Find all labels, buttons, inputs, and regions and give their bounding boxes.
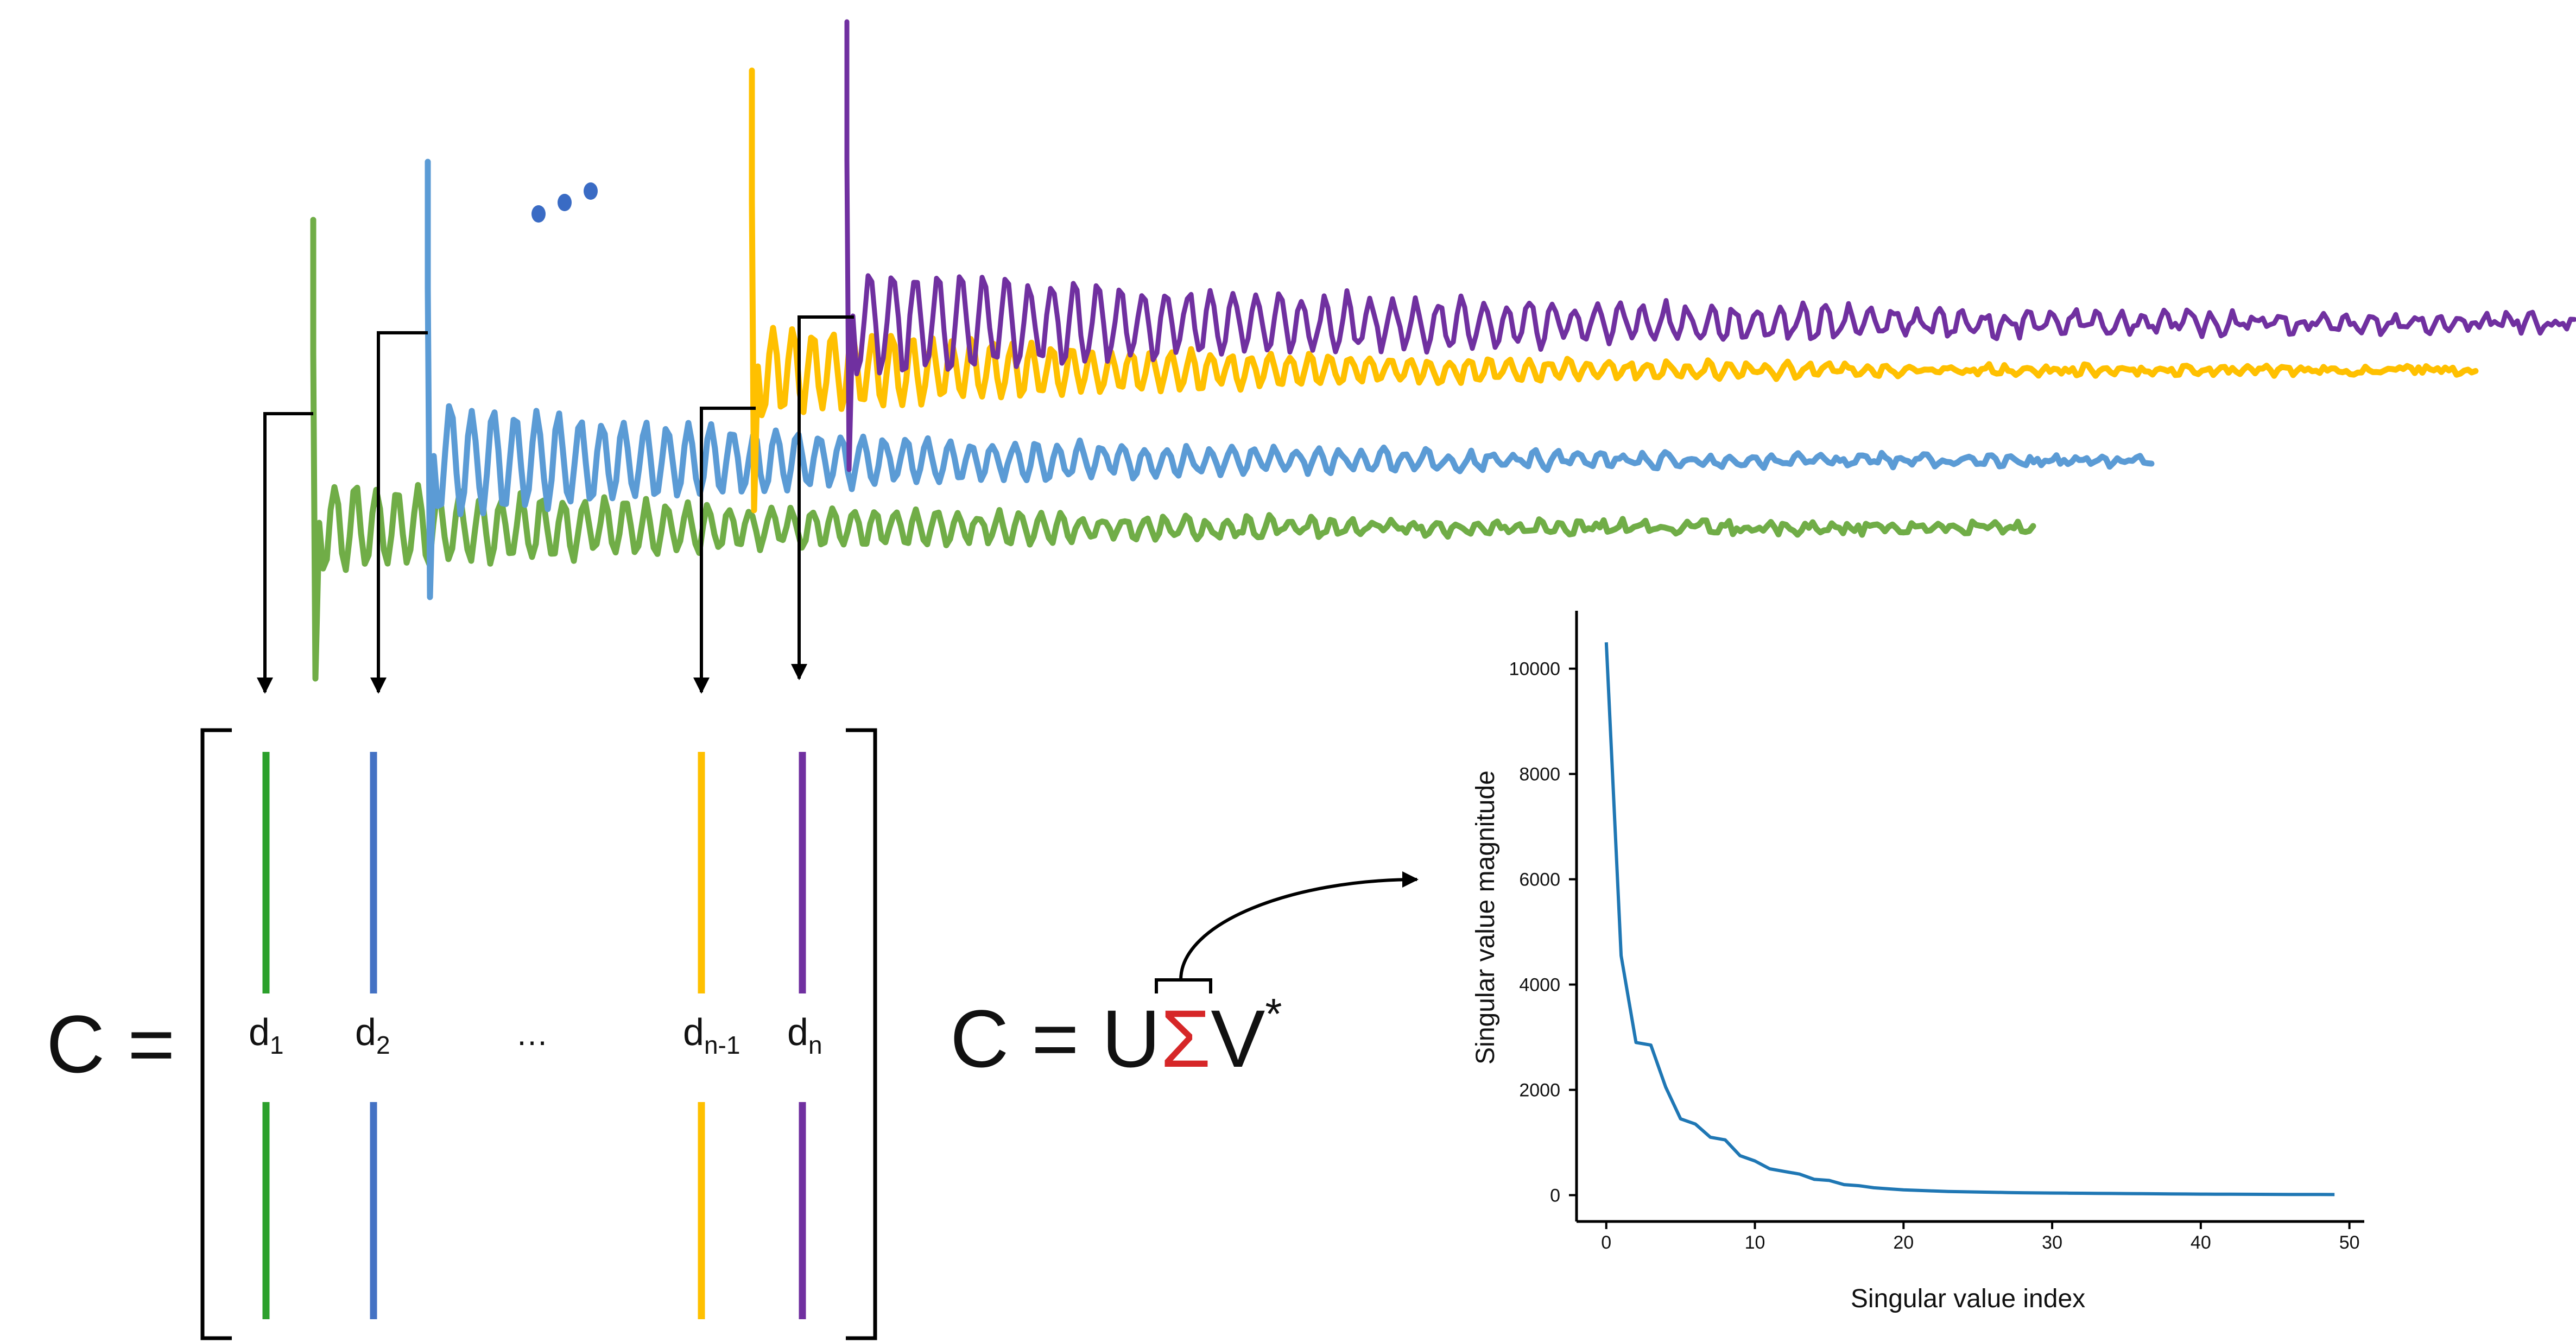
sigma-brace xyxy=(1155,978,1212,993)
trace-yellow xyxy=(749,67,2479,514)
connector-arrows xyxy=(257,315,854,694)
x-tick-group: 0 10 20 30 40 50 xyxy=(1601,1221,2360,1253)
time-series-traces xyxy=(310,19,2576,682)
column-label-dn: dn xyxy=(787,1011,822,1059)
y-tick-label: 6000 xyxy=(1519,870,1560,890)
connector-dn xyxy=(791,315,854,680)
connector-d2 xyxy=(370,331,428,694)
matrix-lhs: C = xyxy=(46,998,175,1090)
trace-purple xyxy=(844,19,2576,472)
singular-value-series-line xyxy=(1604,642,2335,1197)
matrix-left-bracket xyxy=(200,728,232,1340)
singular-value-chart: 0 10 20 30 40 50 0 2000 4000 6000 8000 10000 Singu… xyxy=(1471,611,2364,1313)
x-axis-label: Singular value index xyxy=(1851,1284,2085,1313)
trace-blue xyxy=(425,159,2155,600)
svd-prefix: C = U xyxy=(950,993,1161,1084)
y-tick-label: 4000 xyxy=(1519,975,1560,996)
svd-equation: C = UΣV* xyxy=(950,871,1419,1084)
y-tick-label: 2000 xyxy=(1519,1080,1560,1101)
y-axis-label: Singular value magnitude xyxy=(1471,770,1500,1065)
y-tick-label: 10000 xyxy=(1509,659,1560,680)
x-tick-label: 0 xyxy=(1601,1232,1611,1253)
y-tick-label: 8000 xyxy=(1519,764,1560,785)
column-label-d2: d2 xyxy=(355,1011,390,1059)
ellipsis-dots xyxy=(531,182,598,223)
svd-v: V xyxy=(1211,993,1265,1084)
svd-sigma: Σ xyxy=(1161,993,1211,1084)
connector-d1 xyxy=(257,412,313,694)
column-label-dn-1: dn-1 xyxy=(683,1011,740,1059)
svd-equation-text: C = UΣV* xyxy=(950,990,1282,1084)
x-tick-label: 40 xyxy=(2191,1232,2211,1253)
dot xyxy=(531,205,546,223)
x-tick-label: 20 xyxy=(1893,1232,1914,1253)
x-tick-label: 10 xyxy=(1745,1232,1765,1253)
column-label-ellipsis: … xyxy=(516,1016,548,1052)
dot xyxy=(584,182,598,200)
y-tick-group: 0 2000 4000 6000 8000 10000 xyxy=(1509,659,1577,1206)
matrix-right-bracket xyxy=(846,728,877,1340)
connector-dn-1 xyxy=(693,407,756,694)
trace-green xyxy=(310,217,2036,682)
dot xyxy=(558,194,572,211)
svd-superscript: * xyxy=(1265,990,1282,1038)
x-tick-label: 50 xyxy=(2339,1232,2360,1253)
x-tick-label: 30 xyxy=(2042,1232,2062,1253)
y-tick-label: 0 xyxy=(1550,1186,1560,1206)
matrix-equation: C = d1 d2 … dn-1 dn xyxy=(46,728,877,1340)
column-label-d1: d1 xyxy=(249,1011,284,1059)
sigma-to-chart-arrow xyxy=(1179,871,1419,980)
